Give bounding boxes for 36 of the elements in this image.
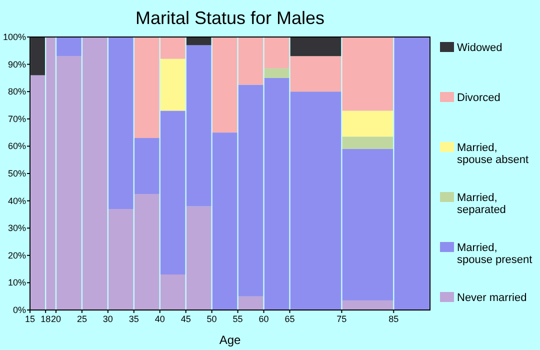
y-tick-label: 80%: [8, 86, 26, 97]
x-tick-label: 85: [388, 314, 399, 324]
y-tick-label: 20%: [8, 250, 26, 260]
x-tick-label: 65: [284, 314, 295, 324]
y-tick-label: 50%: [8, 168, 26, 178]
x-tick-label: 60: [258, 314, 269, 324]
y-tick-label: 40%: [8, 196, 26, 206]
y-tick-label: 10%: [8, 278, 26, 288]
x-tick-label: 35: [128, 314, 139, 324]
x-axis-title: Age: [219, 333, 241, 347]
x-tick-label: 25: [76, 314, 87, 324]
legend-label: Married, spouse absent: [457, 142, 529, 166]
x-tick-label: 40: [154, 314, 165, 324]
legend-label: Never married: [457, 292, 527, 304]
legend-label: Married, spouse present: [457, 242, 532, 266]
y-tick-label: 60%: [8, 141, 26, 152]
x-tick-label: 20: [50, 314, 61, 324]
x-tick-label: 18: [40, 314, 51, 324]
y-tick-label: 30%: [8, 223, 26, 234]
bar: [238, 296, 264, 310]
y-tick-label: 90%: [8, 59, 26, 70]
y-tick-label: 100%: [2, 32, 26, 42]
x-tick-label: 55: [232, 314, 243, 324]
legend-label: Widowed: [457, 42, 502, 54]
x-tick-label: 15: [24, 314, 36, 324]
x-tick-label: 50: [206, 314, 217, 324]
x-tick-label: 75: [336, 314, 347, 324]
y-tick-label: 0%: [12, 305, 26, 315]
chart-title: Marital Status for Males: [135, 8, 325, 28]
legend-label: Divorced: [457, 92, 500, 104]
bar: [56, 37, 82, 56]
y-tick-label: 70%: [8, 114, 26, 124]
legend-label: Married, separated: [457, 192, 506, 216]
x-tick-label: 30: [102, 314, 113, 324]
bar: [186, 37, 212, 46]
x-tick-label: 45: [180, 314, 191, 324]
